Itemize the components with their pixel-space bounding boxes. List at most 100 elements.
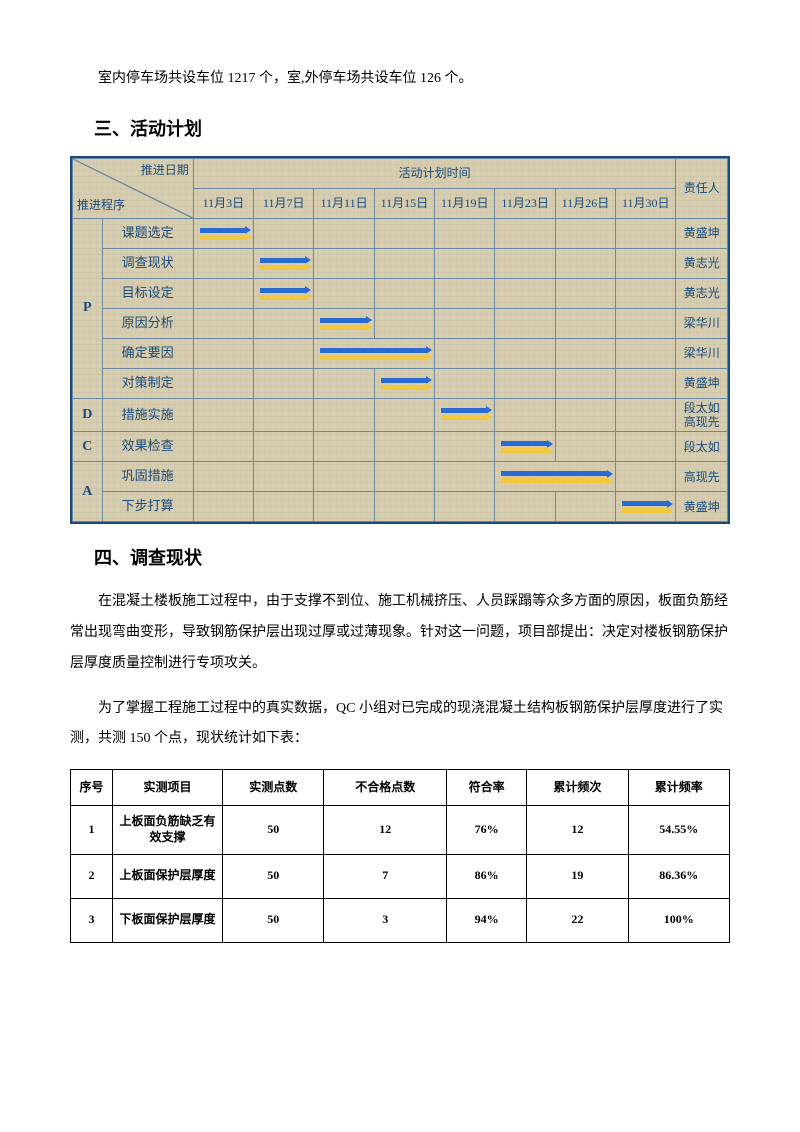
gantt-header-task-axis: 推进程序 xyxy=(77,196,125,215)
gantt-bar-plan xyxy=(260,288,305,293)
table-cell: 1 xyxy=(71,806,113,854)
gantt-cell xyxy=(435,368,495,398)
gantt-cell xyxy=(193,338,253,368)
table-cell: 86.36% xyxy=(628,854,729,898)
gantt-cell xyxy=(616,248,676,278)
gantt-bar-plan xyxy=(441,408,486,413)
gantt-date-header: 11月15日 xyxy=(374,188,434,218)
gantt-cell xyxy=(374,398,434,432)
gantt-cell xyxy=(435,218,495,248)
table-cell: 100% xyxy=(628,898,729,942)
gantt-cell xyxy=(254,308,314,338)
gantt-cell xyxy=(555,248,615,278)
table-cell: 3 xyxy=(324,898,447,942)
table-cell: 2 xyxy=(71,854,113,898)
gantt-bar-plan xyxy=(320,318,365,323)
gantt-cell xyxy=(374,492,434,522)
gantt-cell xyxy=(555,432,615,462)
table-header: 累计频率 xyxy=(628,770,729,806)
table-header: 符合率 xyxy=(447,770,527,806)
gantt-responsible: 黄盛坤 xyxy=(676,368,728,398)
gantt-cell xyxy=(374,218,434,248)
table-cell: 上板面保护层厚度 xyxy=(113,854,223,898)
table-cell: 50 xyxy=(223,806,324,854)
section-4-title: 四、调查现状 xyxy=(94,544,730,573)
gantt-bar-actual xyxy=(260,265,305,270)
gantt-task-label: 对策制定 xyxy=(102,368,193,398)
gantt-bar-plan xyxy=(381,378,426,383)
gantt-cell xyxy=(616,492,676,522)
gantt-cell xyxy=(314,278,374,308)
table-cell: 22 xyxy=(527,898,628,942)
gantt-cell xyxy=(193,278,253,308)
gantt-responsible: 梁华川 xyxy=(676,338,728,368)
table-header: 实测项目 xyxy=(113,770,223,806)
table-header: 序号 xyxy=(71,770,113,806)
gantt-cell xyxy=(193,308,253,338)
gantt-task-label: 确定要因 xyxy=(102,338,193,368)
gantt-date-header: 11月26日 xyxy=(555,188,615,218)
table-cell: 上板面负筋缺乏有效支撑 xyxy=(113,806,223,854)
gantt-phase-label: A xyxy=(73,462,103,522)
gantt-date-header: 11月3日 xyxy=(193,188,253,218)
gantt-responsible: 黄盛坤 xyxy=(676,492,728,522)
gantt-cell xyxy=(555,278,615,308)
gantt-cell xyxy=(495,338,555,368)
gantt-cell xyxy=(495,308,555,338)
table-cell: 76% xyxy=(447,806,527,854)
gantt-bar-actual xyxy=(381,385,426,390)
gantt-cell xyxy=(193,492,253,522)
gantt-cell xyxy=(495,462,616,492)
gantt-bar-plan xyxy=(622,501,667,506)
gantt-cell xyxy=(193,368,253,398)
gantt-bar-plan xyxy=(501,471,607,476)
gantt-cell xyxy=(435,248,495,278)
gantt-bar-plan xyxy=(200,228,245,233)
gantt-phase-label: D xyxy=(73,398,103,432)
gantt-task-label: 效果检查 xyxy=(102,432,193,462)
gantt-cell xyxy=(495,368,555,398)
gantt-cell xyxy=(616,368,676,398)
table-row: 2上板面保护层厚度50786%1986.36% xyxy=(71,854,730,898)
gantt-responsible: 段太如高现先 xyxy=(676,398,728,432)
gantt-cell xyxy=(254,278,314,308)
gantt-task-label: 巩固措施 xyxy=(102,462,193,492)
table-cell: 12 xyxy=(527,806,628,854)
gantt-cell xyxy=(495,398,555,432)
gantt-cell xyxy=(314,218,374,248)
gantt-responsible: 黄盛坤 xyxy=(676,218,728,248)
gantt-cell xyxy=(314,492,374,522)
gantt-date-header: 11月23日 xyxy=(495,188,555,218)
gantt-phase-label: C xyxy=(73,432,103,462)
gantt-cell xyxy=(374,308,434,338)
gantt-cell xyxy=(495,432,555,462)
gantt-task-label: 课题选定 xyxy=(102,218,193,248)
gantt-cell xyxy=(374,432,434,462)
gantt-header-date-axis: 推进日期 xyxy=(141,161,189,180)
table-row: 3下板面保护层厚度50394%22100% xyxy=(71,898,730,942)
gantt-cell xyxy=(616,218,676,248)
gantt-cell xyxy=(314,338,435,368)
gantt-date-header: 11月30日 xyxy=(616,188,676,218)
gantt-cell xyxy=(435,432,495,462)
gantt-bar-actual xyxy=(441,415,486,420)
gantt-cell xyxy=(555,338,615,368)
table-header: 实测点数 xyxy=(223,770,324,806)
gantt-cell xyxy=(314,368,374,398)
gantt-cell xyxy=(616,308,676,338)
gantt-bar-actual xyxy=(501,478,607,483)
gantt-task-label: 原因分析 xyxy=(102,308,193,338)
gantt-task-label: 下步打算 xyxy=(102,492,193,522)
gantt-cell xyxy=(254,368,314,398)
gantt-cell xyxy=(254,338,314,368)
gantt-bar-actual xyxy=(260,295,305,300)
gantt-cell xyxy=(254,398,314,432)
gantt-resp-header: 责任人 xyxy=(676,158,728,218)
gantt-bar-plan xyxy=(501,441,546,446)
gantt-cell xyxy=(495,492,555,522)
gantt-responsible: 黄志光 xyxy=(676,278,728,308)
gantt-cell xyxy=(374,278,434,308)
gantt-bar-actual xyxy=(320,355,426,360)
gantt-bar-actual xyxy=(501,448,546,453)
gantt-cell xyxy=(254,248,314,278)
